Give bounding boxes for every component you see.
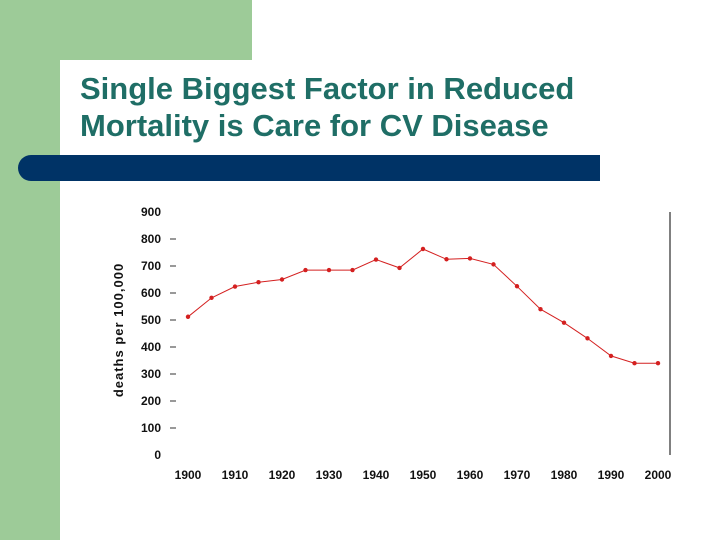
data-point-1910 <box>232 284 238 289</box>
y-tick-label-700: 700 <box>141 259 161 273</box>
slide-title: Single Biggest Factor in Reduced Mortali… <box>80 70 574 144</box>
data-point-1960 <box>467 256 473 261</box>
y-tick-label-200: 200 <box>141 394 161 408</box>
data-point-1920 <box>279 277 285 282</box>
x-tick-label-1960: 1960 <box>457 468 484 482</box>
x-tick-label-1990: 1990 <box>598 468 625 482</box>
data-point-1980 <box>561 320 567 325</box>
data-point-1990 <box>608 353 614 359</box>
x-tick-label-1950: 1950 <box>410 468 437 482</box>
y-tick-label-800: 800 <box>141 232 161 246</box>
x-tick-label-1930: 1930 <box>316 468 343 482</box>
data-point-1965 <box>491 262 496 267</box>
data-point-1935 <box>350 267 355 273</box>
y-tick-label-100: 100 <box>141 421 161 435</box>
y-tick-label-400: 400 <box>141 340 161 354</box>
data-point-1955 <box>444 257 449 262</box>
data-point-1950 <box>420 246 426 252</box>
data-point-1940 <box>373 257 379 262</box>
title-underline-bar <box>18 155 600 181</box>
y-tick-label-500: 500 <box>141 313 161 327</box>
data-point-1985 <box>585 336 590 341</box>
x-tick-label-1910: 1910 <box>222 468 249 482</box>
green-accent-side <box>0 0 60 540</box>
data-point-1945 <box>397 265 402 271</box>
content-panel <box>60 60 720 540</box>
x-axis-ticks: 1900 1910 1920 1930 1940 1950 1960 1970 1980 1990… <box>175 468 672 482</box>
y-tick-label-300: 300 <box>141 367 161 381</box>
data-point-1970 <box>514 284 520 289</box>
y-axis-ticks: 0 100 200 300 400 500 600 700 800 900 <box>141 205 176 462</box>
y-tick-label-0: 0 <box>154 448 161 462</box>
data-point-1905 <box>209 295 214 301</box>
y-tick-label-600: 600 <box>141 286 161 300</box>
data-point-1900 <box>185 314 191 319</box>
x-tick-label-1970: 1970 <box>504 468 531 482</box>
x-tick-label-2000: 2000 <box>645 468 672 482</box>
series-line <box>187 248 658 364</box>
data-point-2000 <box>655 361 661 366</box>
series-death-rate <box>185 246 661 366</box>
y-axis-title: deaths per 100,000 <box>111 263 126 397</box>
x-tick-label-1900: 1900 <box>175 468 202 482</box>
data-point-1925 <box>303 267 308 273</box>
data-point-1975 <box>538 307 543 312</box>
data-point-1930 <box>326 267 332 273</box>
x-tick-label-1920: 1920 <box>269 468 296 482</box>
x-tick-label-1980: 1980 <box>551 468 578 482</box>
data-point-1915 <box>256 280 261 285</box>
slide-title-line-2: Mortality is Care for CV Disease <box>80 108 549 143</box>
y-tick-label-900: 900 <box>141 205 161 219</box>
x-tick-label-1940: 1940 <box>363 468 390 482</box>
data-point-1995 <box>632 361 637 366</box>
slide-title-line-1: Single Biggest Factor in Reduced <box>80 71 575 106</box>
